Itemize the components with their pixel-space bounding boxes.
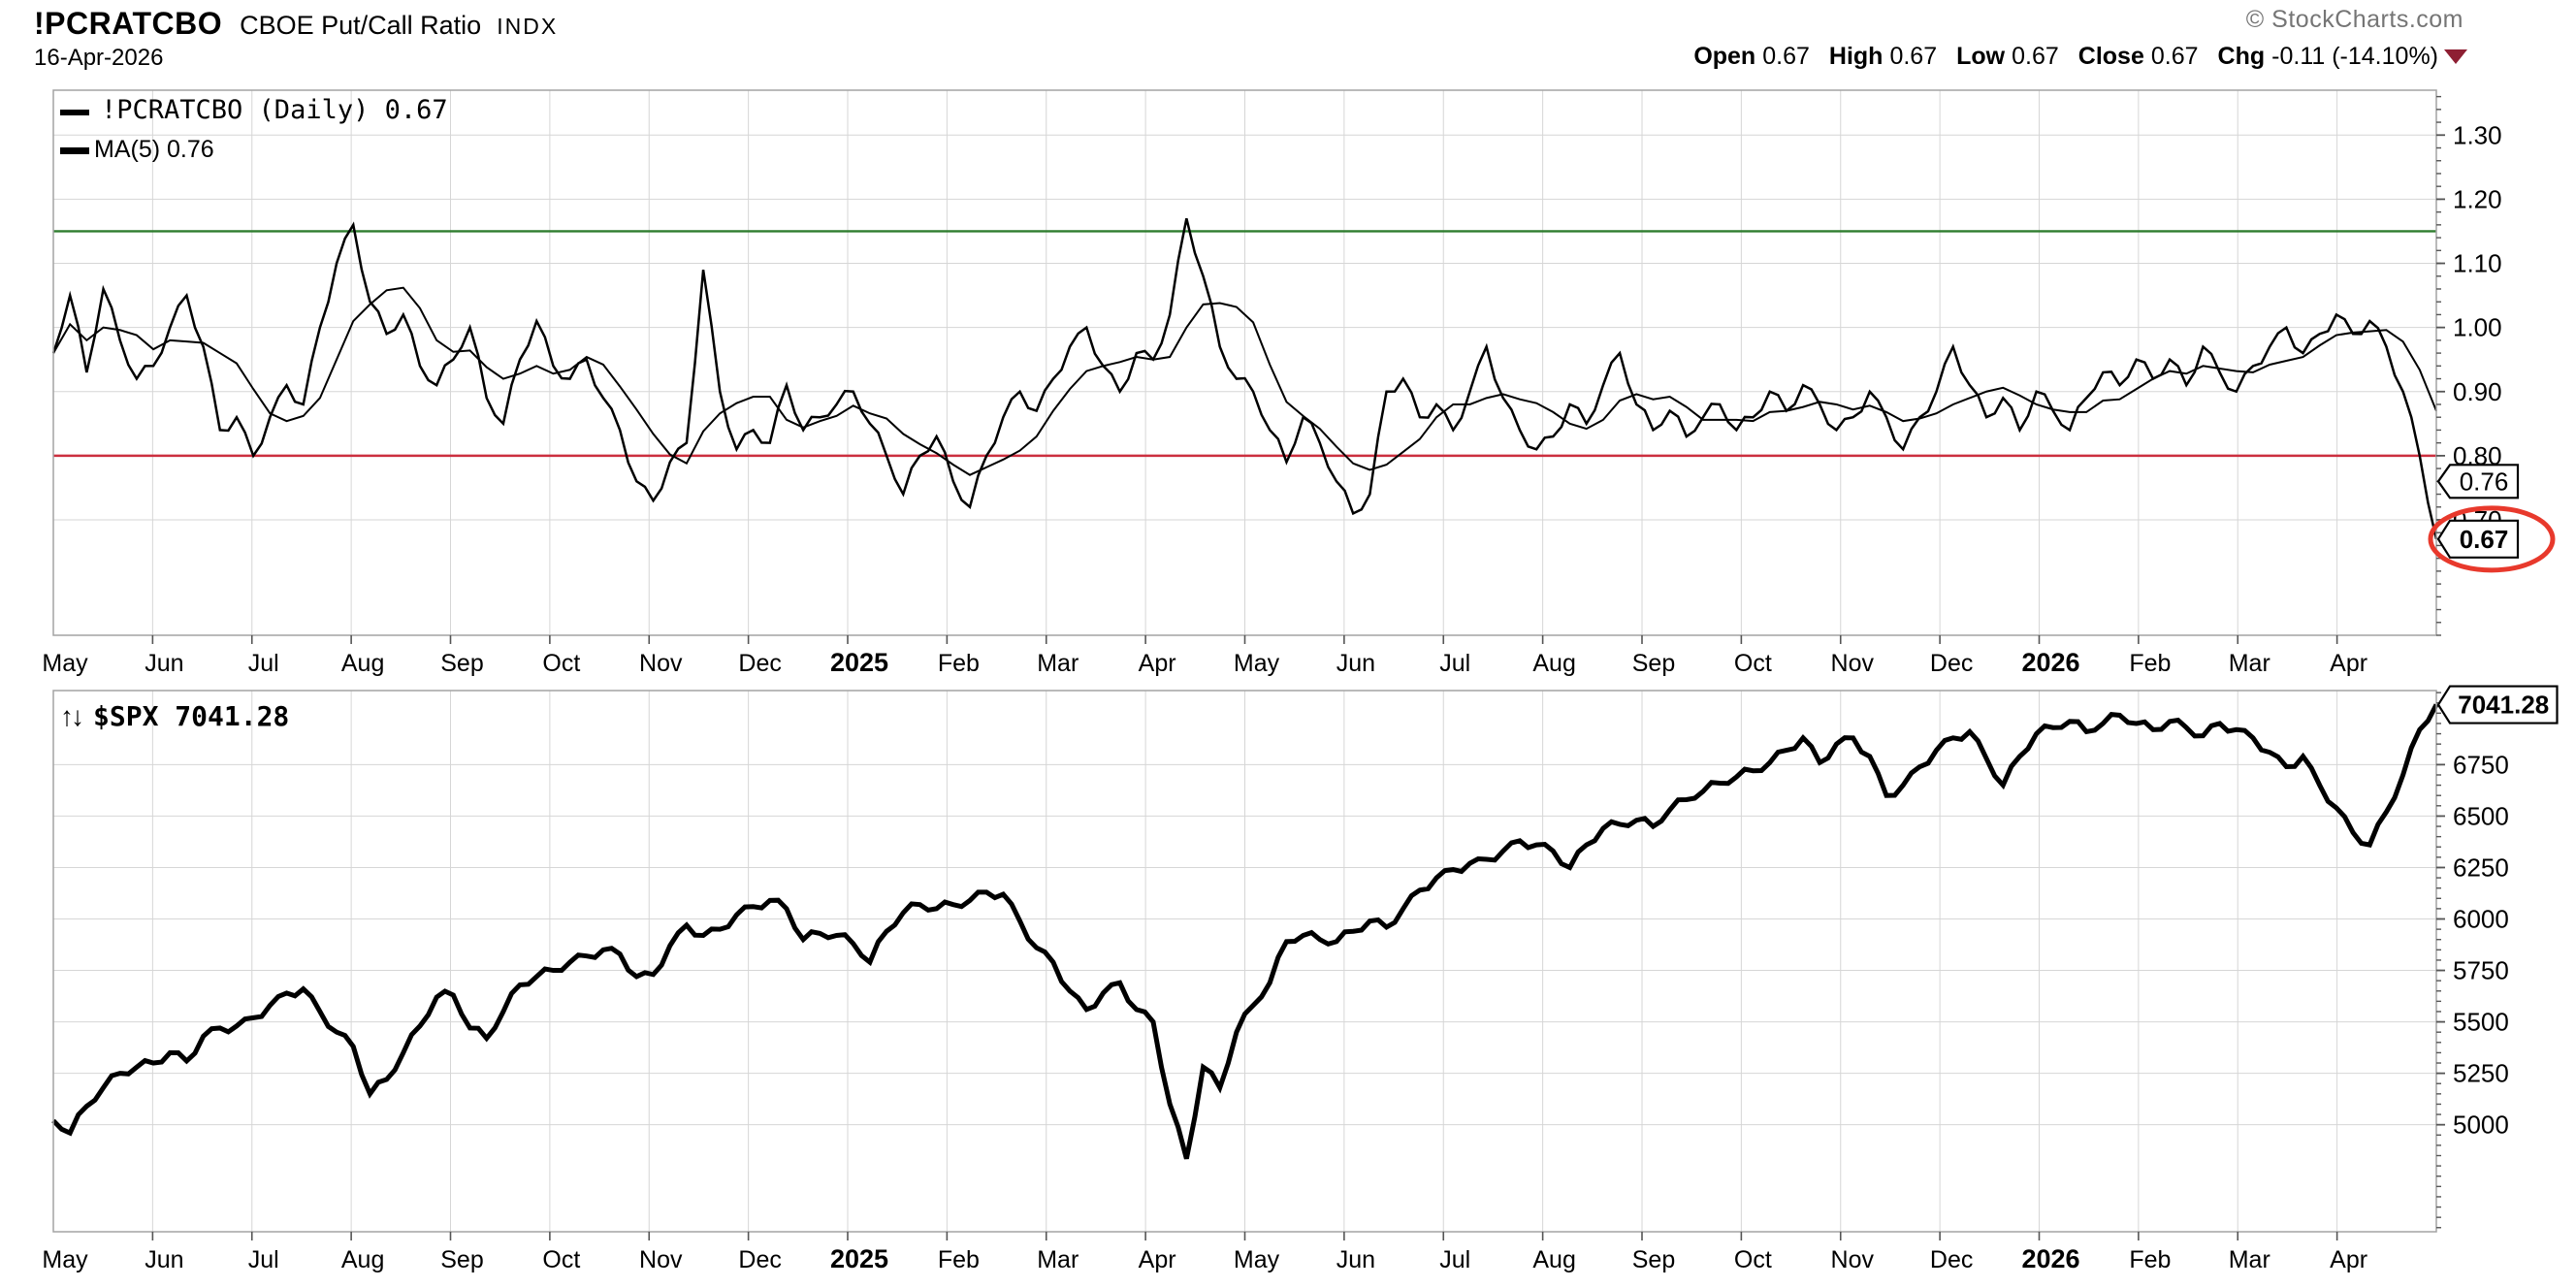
ma-series-legend: MA(5) 0.76 [60,132,448,171]
svg-text:Jun: Jun [1336,1246,1375,1273]
symbol-exchange: INDX [497,14,559,39]
svg-text:Nov: Nov [1831,650,1875,677]
svg-text:2025: 2025 [830,1244,888,1273]
svg-text:Oct: Oct [1734,650,1772,677]
svg-text:6500: 6500 [2453,801,2509,830]
svg-text:May: May [1234,650,1280,677]
svg-text:Aug: Aug [1532,650,1575,677]
quote-summary: Open 0.67 High 0.67 Low 0.67 Close 0.67 Chg -… [1693,43,2467,71]
svg-text:Jun: Jun [145,650,183,677]
svg-text:Apr: Apr [2330,1246,2367,1273]
svg-text:6000: 6000 [2453,905,2509,934]
pcr-line-swatch-icon [60,109,89,115]
svg-text:Dec: Dec [1930,650,1973,677]
stockcharts-watermark: © StockCharts.com [2245,6,2463,33]
svg-text:1.10: 1.10 [2453,249,2502,278]
svg-text:Oct: Oct [542,650,580,677]
svg-text:Oct: Oct [1734,1246,1772,1273]
svg-text:Sep: Sep [1632,1246,1675,1273]
svg-text:May: May [1234,1246,1280,1273]
svg-text:5250: 5250 [2453,1059,2509,1088]
svg-text:Dec: Dec [738,650,781,677]
symbol-name: !PCRATCBO [34,6,223,41]
svg-text:1.30: 1.30 [2453,120,2502,149]
svg-text:Feb: Feb [938,650,980,677]
svg-text:Mar: Mar [2229,650,2270,677]
svg-text:1.00: 1.00 [2453,313,2502,342]
symbol-description: CBOE Put/Call Ratio [240,11,482,40]
svg-text:Aug: Aug [1532,1246,1575,1273]
svg-text:5500: 5500 [2453,1008,2509,1037]
pcr-series-label: !PCRATCBO (Daily) 0.67 [101,95,448,125]
spx-series-label: $SPX 7041.28 [93,700,290,732]
svg-text:Jul: Jul [1439,650,1470,677]
svg-text:Apr: Apr [1139,1246,1176,1273]
svg-text:Nov: Nov [639,650,683,677]
quote-low: Low 0.67 [1956,43,2059,70]
svg-text:Jul: Jul [1439,1246,1470,1273]
svg-text:Nov: Nov [1831,1246,1875,1273]
change-down-triangle-icon [2444,49,2467,64]
svg-text:Feb: Feb [2129,650,2171,677]
svg-text:Mar: Mar [2229,1246,2270,1273]
chart-title: !PCRATCBO CBOE Put/Call Ratio INDX [34,6,558,42]
svg-text:Jun: Jun [1336,650,1375,677]
svg-text:5750: 5750 [2453,956,2509,985]
svg-text:Aug: Aug [341,650,384,677]
svg-text:Feb: Feb [938,1246,980,1273]
svg-text:7041.28: 7041.28 [2458,691,2549,720]
quote-change: Chg -0.11 (-14.10%) [2218,43,2467,71]
svg-text:Feb: Feb [2129,1246,2171,1273]
quote-close: Close 0.67 [2077,43,2199,70]
svg-text:0.90: 0.90 [2453,377,2502,406]
svg-text:Apr: Apr [1139,650,1176,677]
svg-text:2026: 2026 [2021,648,2079,677]
svg-text:Mar: Mar [1037,1246,1079,1273]
svg-text:Jul: Jul [248,1246,279,1273]
svg-text:Sep: Sep [1632,650,1675,677]
svg-text:0.76: 0.76 [2460,467,2509,496]
chart-date: 16-Apr-2026 [34,45,164,71]
quote-high: High 0.67 [1828,43,1938,70]
svg-text:1.20: 1.20 [2453,184,2502,213]
svg-text:May: May [42,1246,88,1273]
svg-text:Sep: Sep [440,1246,483,1273]
svg-text:0.67: 0.67 [2460,525,2509,554]
svg-text:5000: 5000 [2453,1111,2509,1140]
svg-text:May: May [42,650,88,677]
svg-text:Dec: Dec [1930,1246,1973,1273]
spx-chart-legend: ↑↓ $SPX 7041.28 [60,700,289,732]
ma-series-label: MA(5) 0.76 [94,136,214,163]
svg-text:Nov: Nov [639,1246,683,1273]
svg-text:Apr: Apr [2330,650,2367,677]
svg-text:Mar: Mar [1037,650,1079,677]
svg-text:Sep: Sep [440,650,483,677]
updown-arrows-icon: ↑↓ [60,701,84,731]
quote-open: Open 0.67 [1693,43,1810,70]
svg-text:6250: 6250 [2453,853,2509,882]
svg-text:Jun: Jun [145,1246,183,1273]
svg-text:Oct: Oct [542,1246,580,1273]
svg-text:Jul: Jul [248,650,279,677]
svg-text:Dec: Dec [738,1246,781,1273]
pcr-chart-legend: !PCRATCBO (Daily) 0.67 MA(5) 0.76 [60,93,448,171]
ma-line-swatch-icon [60,147,89,155]
svg-text:2025: 2025 [830,648,888,677]
svg-text:2026: 2026 [2021,1244,2079,1273]
svg-text:6750: 6750 [2453,750,2509,779]
pcr-series-legend: !PCRATCBO (Daily) 0.67 [60,93,448,132]
svg-text:Aug: Aug [341,1246,384,1273]
